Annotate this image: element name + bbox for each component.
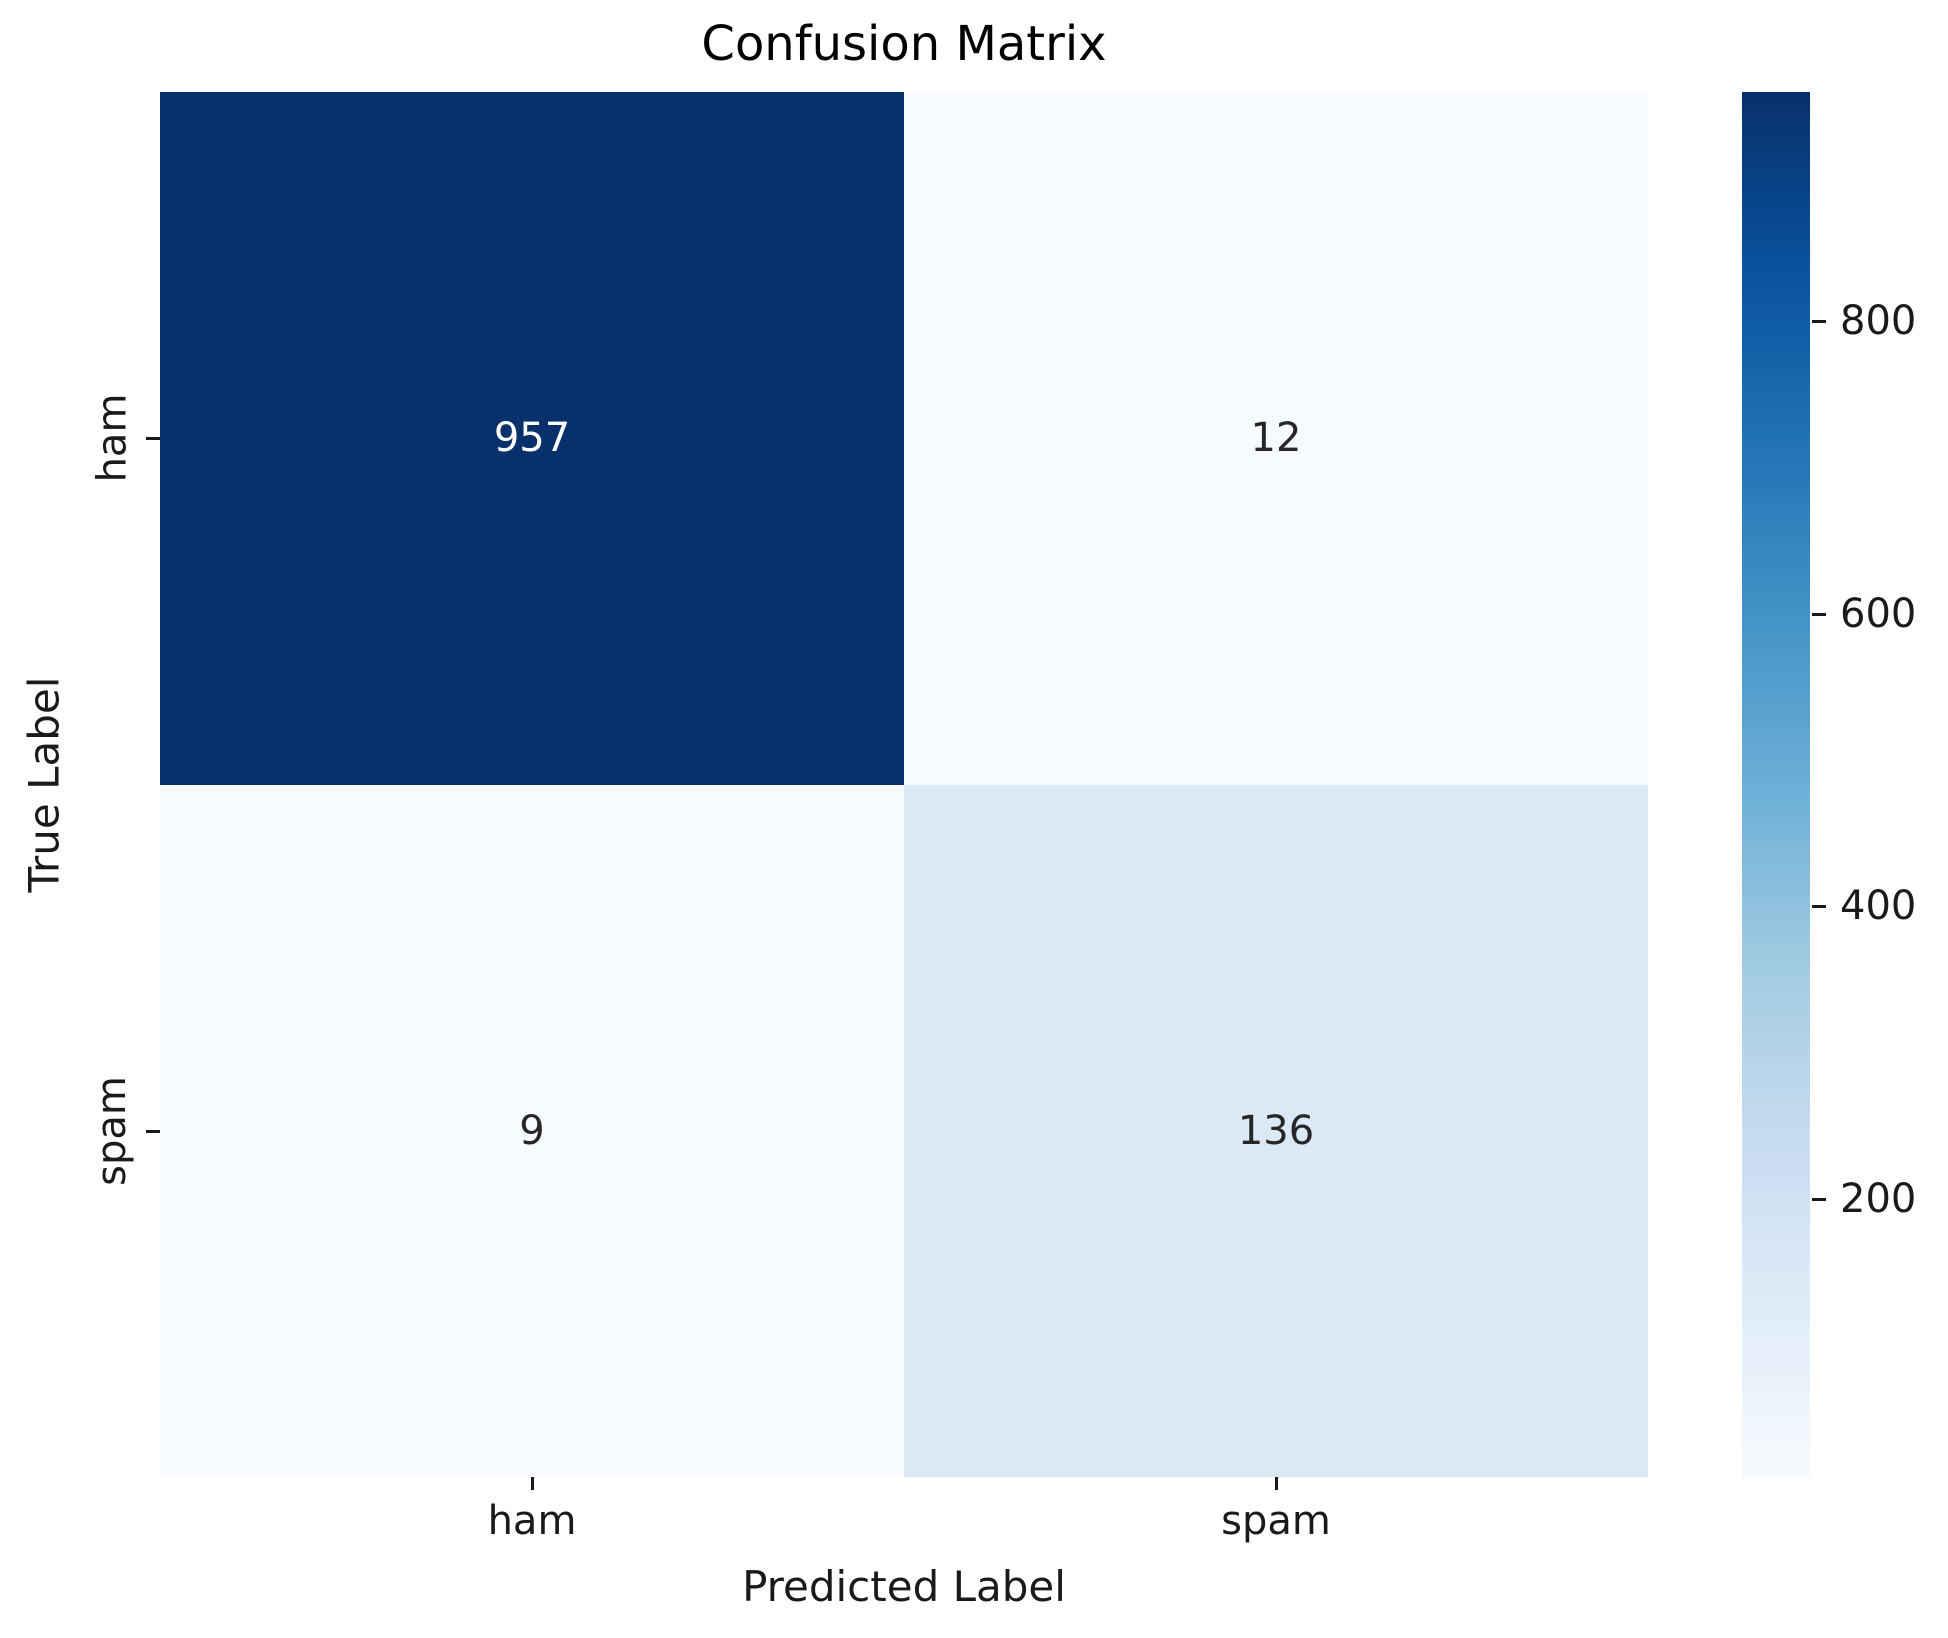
heatmap-cell-true-ham-pred-ham: 957 (160, 92, 904, 785)
colorbar-tick-800 (1812, 320, 1826, 323)
cell-value: 136 (1237, 1107, 1315, 1154)
colorbar-tick-400 (1812, 905, 1826, 908)
x-axis-label: Predicted Label (742, 1562, 1066, 1611)
x-tick-label-ham: ham (487, 1498, 577, 1544)
x-tick-label-spam: spam (1221, 1498, 1331, 1544)
heatmap-grid: 957 12 9 136 (160, 92, 1648, 1477)
x-tick-ham (531, 1477, 534, 1490)
x-tick-spam (1275, 1477, 1278, 1490)
cell-value: 9 (519, 1107, 545, 1154)
heatmap-cell-true-spam-pred-spam: 136 (904, 784, 1648, 1477)
chart-title: Confusion Matrix (701, 16, 1107, 72)
y-tick-ham (146, 437, 160, 440)
cell-value: 957 (493, 415, 571, 462)
colorbar-tick-600 (1812, 613, 1826, 616)
heatmap-cell-true-spam-pred-ham: 9 (160, 784, 904, 1477)
colorbar (1742, 92, 1810, 1477)
y-tick-spam (146, 1130, 160, 1133)
cell-value: 12 (1250, 415, 1302, 462)
heatmap-cell-true-ham-pred-spam: 12 (904, 92, 1648, 785)
colorbar-tick-200 (1812, 1198, 1826, 1201)
